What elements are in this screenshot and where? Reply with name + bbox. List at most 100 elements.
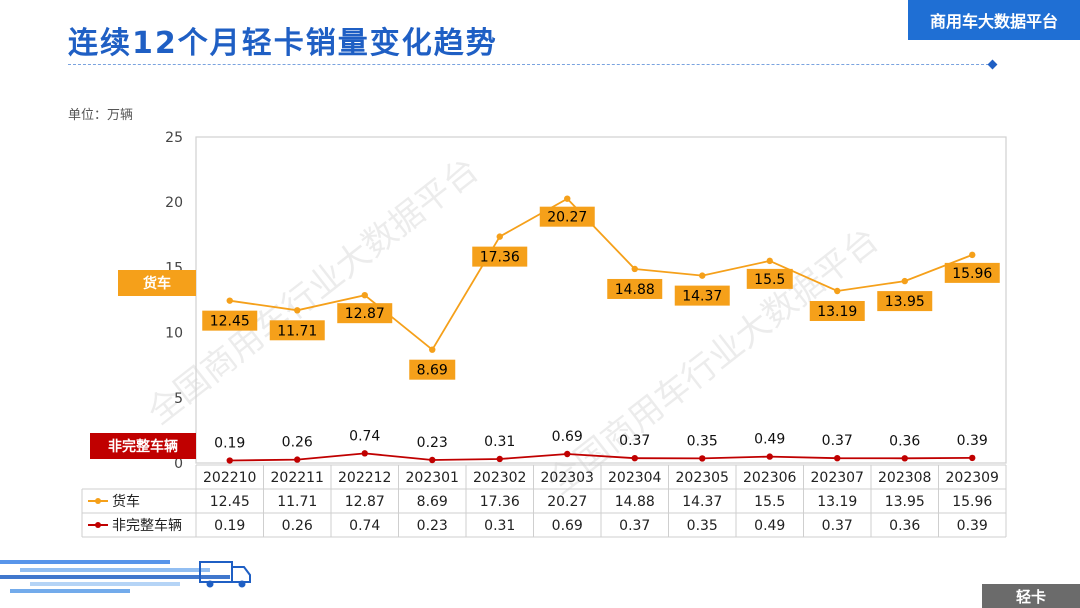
table-cell: 11.71 <box>277 494 317 510</box>
truck-cab <box>231 566 251 583</box>
data-point <box>631 265 638 273</box>
speed-streak <box>10 589 130 593</box>
table-cell: 0.37 <box>619 518 650 534</box>
page-title: 连续12个月轻卡销量变化趋势 <box>68 26 498 61</box>
data-label: 12.45 <box>210 314 250 330</box>
data-label: 0.74 <box>349 428 380 444</box>
data-label-box <box>337 303 393 324</box>
x-tick-label: 202303 <box>541 470 594 486</box>
data-label: 14.88 <box>615 282 655 298</box>
data-point <box>294 456 301 463</box>
table-cell: 0.36 <box>889 518 920 534</box>
y-tick-label: 25 <box>165 130 183 146</box>
table-cell: 0.26 <box>282 518 313 534</box>
section-tag: 轻卡 <box>982 584 1080 608</box>
series-tag-truck: 货车 <box>118 270 196 296</box>
data-label-box <box>674 285 730 306</box>
data-label: 0.69 <box>552 429 583 445</box>
table-cell: 15.5 <box>754 494 785 510</box>
x-tick-label: 202308 <box>878 470 931 486</box>
data-label-box <box>269 320 325 341</box>
data-label: 20.27 <box>547 210 587 226</box>
data-label: 8.69 <box>417 363 448 379</box>
data-point <box>901 455 908 462</box>
table-cell: 15.96 <box>952 494 992 510</box>
data-label: 13.95 <box>885 294 925 310</box>
x-tick-label: 202305 <box>676 470 729 486</box>
plot-border <box>195 136 1007 464</box>
table-cell: 14.37 <box>682 494 722 510</box>
data-label-box <box>539 206 595 227</box>
data-point <box>564 195 571 202</box>
data-label: 0.31 <box>484 434 515 450</box>
data-point <box>564 450 571 458</box>
legend-label: 非完整车辆 <box>112 517 182 534</box>
series-truck: 12.45 11.71 12.87 8.69 17.36 20.27 14.88 14.37 1… <box>202 195 1000 380</box>
x-tick-label: 202210 <box>203 470 256 486</box>
table-cell: 0.37 <box>822 518 853 534</box>
table-cell: 0.74 <box>349 518 380 534</box>
data-label: 0.49 <box>754 432 785 448</box>
truck-wheel <box>206 580 214 588</box>
truck-wheel <box>238 580 246 588</box>
data-point <box>226 297 233 304</box>
series-tag-incomplete: 非完整车辆 <box>90 433 196 459</box>
series-line <box>229 452 973 462</box>
data-point <box>699 272 706 279</box>
data-label: 13.19 <box>817 304 857 320</box>
series-incomplete-vehicle: 0.19 0.26 0.74 0.23 0.31 0.69 0.37 0.35 0.49 0.37… <box>214 428 988 464</box>
x-tick-label: 202304 <box>608 470 662 486</box>
data-label: 15.5 <box>754 272 785 288</box>
data-label: 12.87 <box>345 306 385 322</box>
table-cell: 0.19 <box>214 518 245 534</box>
x-tick-label: 202212 <box>338 470 391 486</box>
table-cell: 12.45 <box>210 494 250 510</box>
table-cell: 8.69 <box>417 494 448 510</box>
speed-streak <box>0 560 170 564</box>
data-label-box <box>202 310 258 331</box>
speed-streak <box>30 582 180 586</box>
data-point <box>766 257 773 265</box>
table-cell: 0.23 <box>417 518 448 534</box>
data-label: 17.36 <box>480 250 520 266</box>
data-label: 14.37 <box>682 289 722 305</box>
data-label-box <box>944 262 1000 283</box>
table-cell: 12.87 <box>345 494 385 510</box>
watermark-text: 全国商用车行业大数据平台 <box>540 220 886 503</box>
table-cell: 0.49 <box>754 518 785 534</box>
data-point <box>631 454 638 462</box>
x-tick-label: 202301 <box>406 470 459 486</box>
data-label-box <box>607 278 663 299</box>
legend-marker <box>95 522 101 528</box>
table-cell: 17.36 <box>480 494 520 510</box>
data-label: 15.96 <box>952 266 992 282</box>
data-label: 0.35 <box>687 433 718 449</box>
data-label: 0.37 <box>619 433 650 449</box>
x-tick-label: 202307 <box>811 470 864 486</box>
data-point <box>361 291 368 299</box>
table-cell: 0.31 <box>484 518 515 534</box>
data-label-box <box>472 246 528 267</box>
y-tick-label: 20 <box>165 195 183 211</box>
table-cell: 0.69 <box>552 518 583 534</box>
table-cell: 0.39 <box>957 518 988 534</box>
data-point <box>496 233 503 240</box>
data-point <box>226 457 233 464</box>
brand-badge: 商用车大数据平台 <box>908 0 1080 40</box>
data-table: 202210 202211 202212 202301 202302 202303 2023… <box>81 464 1007 538</box>
data-label: 11.71 <box>277 323 317 339</box>
title-divider <box>68 64 994 65</box>
data-label-box <box>409 359 456 380</box>
unit-label: 单位：万辆 <box>68 108 134 123</box>
data-point <box>496 455 503 463</box>
table-cell: 13.95 <box>885 494 925 510</box>
data-label: 0.36 <box>889 433 920 449</box>
table-cell: 20.27 <box>547 494 587 510</box>
data-label: 0.23 <box>417 435 448 451</box>
data-point <box>361 450 368 457</box>
legend-label: 货车 <box>112 493 140 510</box>
data-point <box>969 454 976 462</box>
y-tick-label: 5 <box>174 391 183 407</box>
speed-streak <box>20 568 210 572</box>
